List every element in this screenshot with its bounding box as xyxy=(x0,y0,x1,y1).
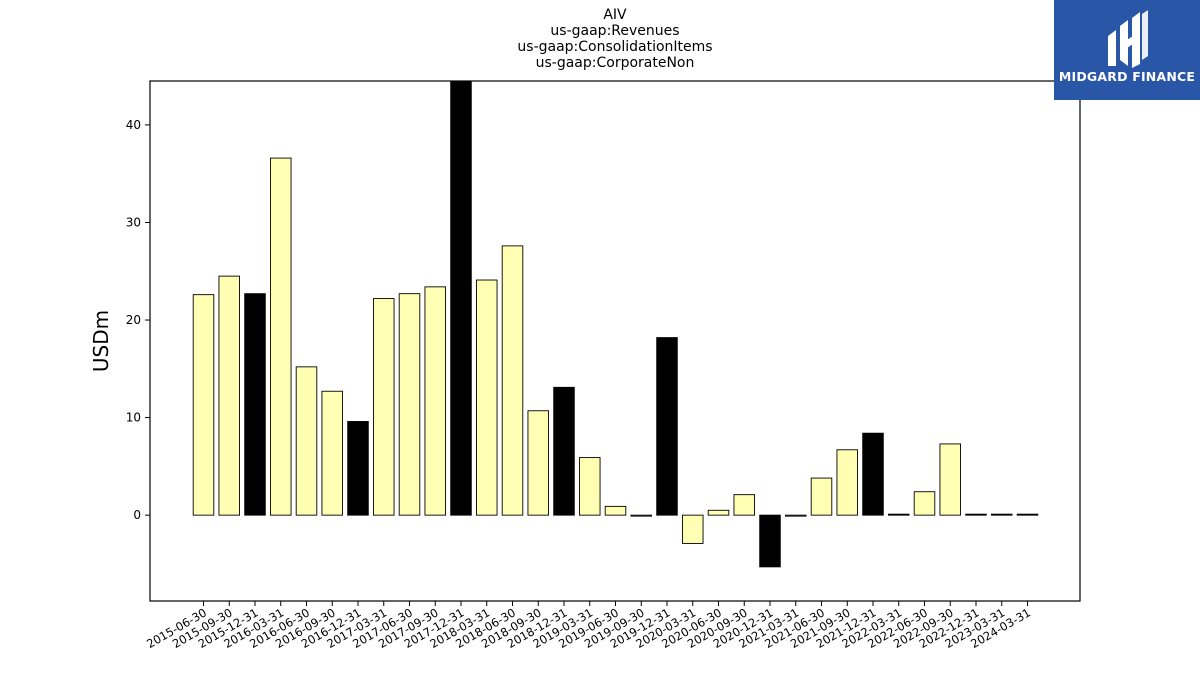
bar xyxy=(656,337,678,516)
y-tick-label: 20 xyxy=(126,313,141,327)
y-tick-label: 30 xyxy=(126,215,141,229)
y-tick-label: 0 xyxy=(133,508,141,522)
bar xyxy=(244,293,266,516)
bar xyxy=(1016,513,1039,516)
logo-text: MIDGARD FINANCE xyxy=(1058,69,1196,84)
bar xyxy=(785,514,807,517)
bar xyxy=(965,513,987,516)
bar xyxy=(888,513,910,516)
bar xyxy=(630,514,653,517)
bar xyxy=(450,80,472,516)
bar xyxy=(424,286,447,516)
bar xyxy=(321,390,344,516)
bar xyxy=(476,279,498,516)
bar xyxy=(991,513,1013,516)
brand-logo: MIDGARD FINANCE xyxy=(1054,0,1200,100)
bar xyxy=(398,293,421,516)
bar xyxy=(579,457,601,516)
logo-mark-icon xyxy=(1108,10,1148,68)
bar xyxy=(733,494,756,516)
bar xyxy=(192,294,215,516)
chart-title-line-3: us-gaap:ConsolidationItems xyxy=(517,39,713,55)
bar xyxy=(707,509,730,516)
chart-title-line-1: AIV xyxy=(603,7,627,23)
bar xyxy=(862,432,884,516)
y-tick-label: 40 xyxy=(126,118,141,132)
bar xyxy=(682,514,704,544)
bar xyxy=(218,275,240,516)
bar xyxy=(527,410,550,516)
bar xyxy=(270,157,292,516)
bar xyxy=(836,449,859,516)
bar xyxy=(939,443,962,516)
bar xyxy=(810,477,833,516)
bar xyxy=(295,366,318,516)
bar xyxy=(604,505,627,516)
bar xyxy=(913,491,936,516)
bar xyxy=(347,421,369,516)
y-tick-label: 10 xyxy=(126,411,141,425)
chart-title-line-2: us-gaap:Revenues xyxy=(550,23,680,39)
bar xyxy=(501,245,524,516)
y-axis-label: USDm xyxy=(89,310,113,372)
bar xyxy=(553,386,575,516)
chart-title-line-4: us-gaap:CorporateNon xyxy=(535,55,695,71)
bar xyxy=(759,514,781,568)
bar xyxy=(373,298,395,516)
